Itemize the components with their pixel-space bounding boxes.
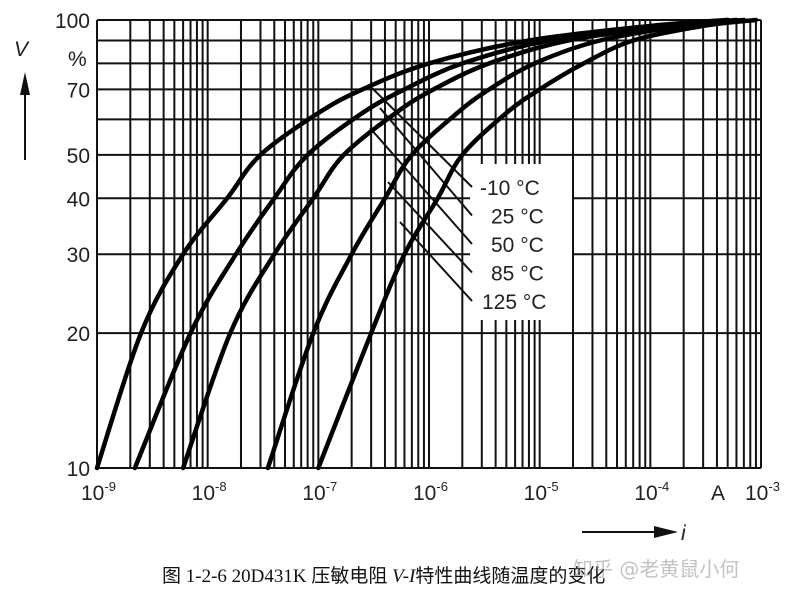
legend-label: 50 °C <box>491 234 544 257</box>
legend: -10 °C 25 °C 50 °C 85 °C 125 °C <box>480 177 546 314</box>
legend-label: 125 °C <box>482 291 546 314</box>
legend-leader <box>369 127 473 245</box>
legend-label: -10 °C <box>480 177 540 200</box>
curves <box>94 17 759 471</box>
y-tick-label: 40 <box>67 188 90 211</box>
watermark: 知乎 @老黄鼠小何 <box>573 557 740 581</box>
legend-leader <box>379 107 473 217</box>
x-tick-label: 10-6 <box>413 479 448 505</box>
x-tick-label: 10-7 <box>302 479 337 505</box>
y-axis-arrow-icon <box>20 72 30 160</box>
x-tick-label: 10-5 <box>524 479 559 505</box>
caption-suffix: 特性曲线随温度的变化 <box>415 566 606 587</box>
legend-label: 85 °C <box>491 263 544 286</box>
y-axis-symbol: V <box>14 38 30 61</box>
legend-background <box>470 164 572 320</box>
x-axis-symbol: i <box>681 522 687 545</box>
curve-2 <box>180 17 739 471</box>
y-tick-label: 10 <box>67 458 90 481</box>
y-tick-label: 50 <box>67 145 90 168</box>
figure-caption: 图 1-2-6 20D431K 压敏电阻 V-I特性曲线随温度的变化 <box>162 561 605 588</box>
y-tick-label: 20 <box>67 323 90 346</box>
x-axis-arrow-icon <box>582 526 678 538</box>
y-axis-labels: 100 70 50 40 30 20 10 <box>55 10 90 481</box>
legend-leader <box>387 181 473 274</box>
legend-leader-lines <box>369 87 473 302</box>
legend-leader <box>399 221 473 302</box>
y-tick-label: 100 <box>55 10 90 33</box>
curve-1 <box>132 17 730 471</box>
curve-3 <box>265 17 747 471</box>
caption-italic: V-I <box>392 566 416 587</box>
grid <box>96 19 762 469</box>
caption-prefix: 图 1-2-6 20D431K 压敏电阻 <box>162 566 393 587</box>
x-axis-unit: A <box>711 482 725 505</box>
y-tick-label: 70 <box>67 79 90 102</box>
x-tick-label: 10-8 <box>192 479 227 505</box>
legend-leader <box>371 87 473 188</box>
curve-4 <box>316 17 759 471</box>
x-tick-label: 10-4 <box>634 479 669 505</box>
y-axis-unit: % <box>68 48 87 71</box>
x-axis-labels: 10-9 10-8 10-7 10-6 10-5 10-4 10-3 <box>81 479 780 505</box>
y-tick-label: 30 <box>67 244 90 267</box>
x-tick-label: 10-9 <box>81 479 116 505</box>
legend-label: 25 °C <box>491 206 544 229</box>
x-tick-label: 10-3 <box>745 479 780 505</box>
